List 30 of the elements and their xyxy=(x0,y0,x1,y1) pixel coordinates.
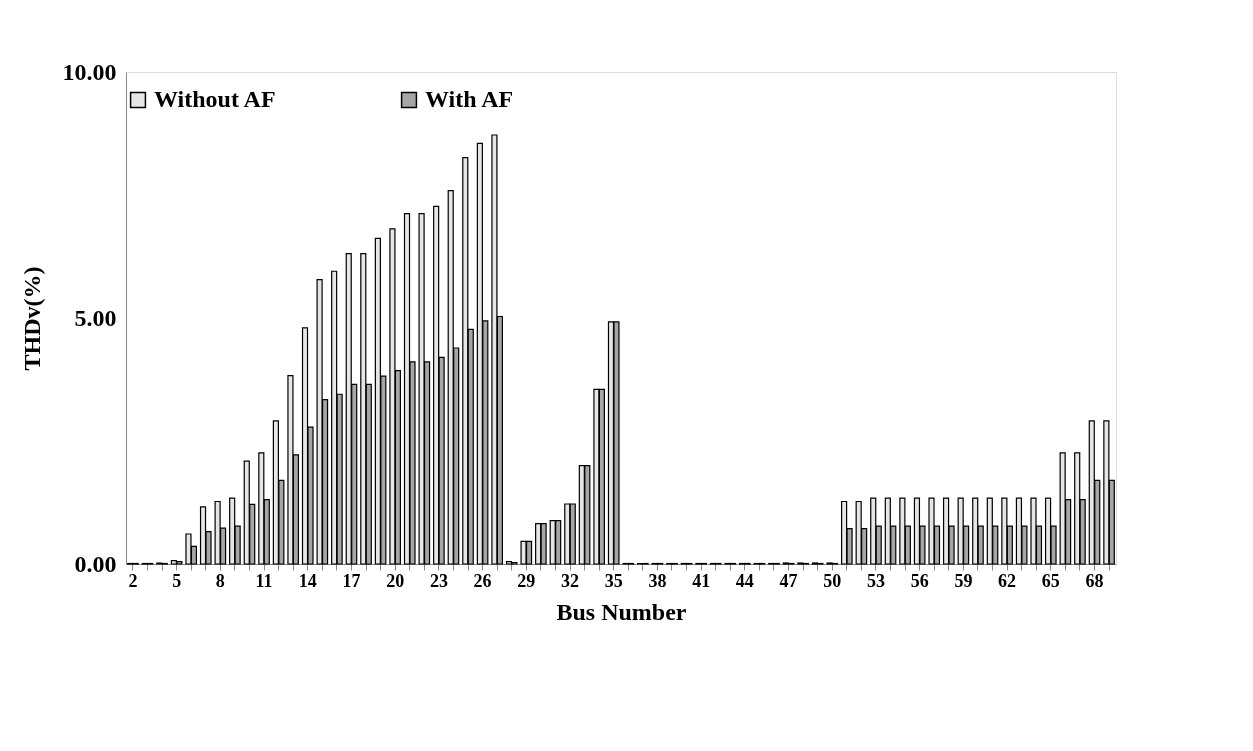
x-tick-label: 44 xyxy=(735,570,754,591)
x-tick-label: 50 xyxy=(823,570,842,591)
y-tick-label: 0.00 xyxy=(74,550,117,577)
x-tick-label: 62 xyxy=(998,570,1017,591)
x-tick-label: 65 xyxy=(1041,570,1060,591)
x-axis-title: Bus Number xyxy=(556,598,687,625)
x-tick-label: 11 xyxy=(255,570,273,591)
x-tick-label: 5 xyxy=(172,570,182,591)
x-tick-label: 59 xyxy=(954,570,973,591)
x-tick-label: 20 xyxy=(386,570,405,591)
x-tick-label: 2 xyxy=(128,570,138,591)
y-axis-title: THDv(%) xyxy=(18,266,45,371)
x-tick-label: 35 xyxy=(604,570,623,591)
x-tick-label: 26 xyxy=(473,570,492,591)
x-tick-label: 8 xyxy=(215,570,225,591)
y-tick-label: 10.00 xyxy=(62,58,117,85)
x-tick-label: 14 xyxy=(298,570,317,591)
x-tick-label: 53 xyxy=(866,570,885,591)
x-tick-label: 17 xyxy=(342,570,361,591)
x-tick-label: 29 xyxy=(517,570,536,591)
x-tick-label: 56 xyxy=(910,570,929,591)
x-tick-label: 41 xyxy=(692,570,711,591)
x-tick-label: 68 xyxy=(1085,570,1104,591)
legend-label: With AF xyxy=(425,86,514,112)
x-tick-label: 38 xyxy=(648,570,667,591)
y-tick-label: 5.00 xyxy=(74,304,117,331)
x-tick-label: 47 xyxy=(779,570,798,591)
x-tick-label: 32 xyxy=(561,570,580,591)
legend-label: Without AF xyxy=(154,86,276,112)
x-tick-label: 23 xyxy=(429,570,448,591)
